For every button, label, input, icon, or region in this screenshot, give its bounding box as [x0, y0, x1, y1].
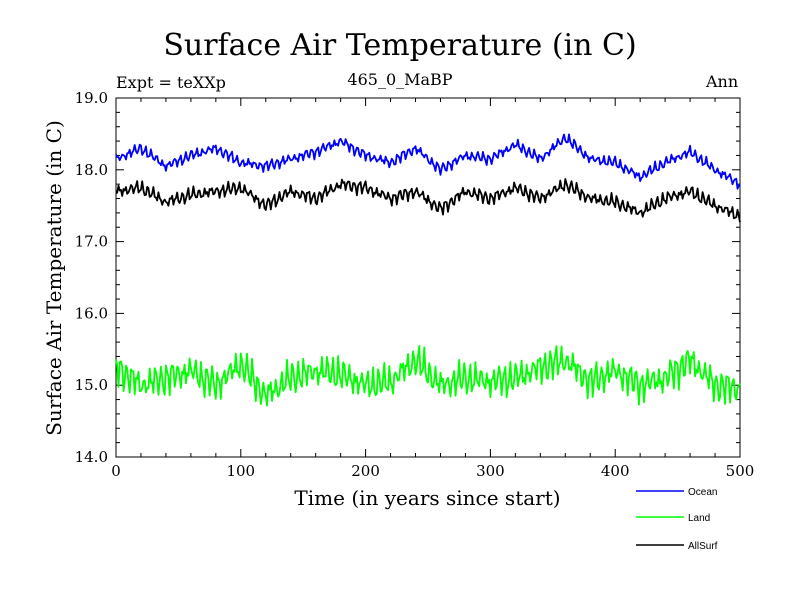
series-line-land — [115, 345, 741, 407]
x-tick-label: 300 — [476, 462, 505, 480]
legend-label-land: Land — [688, 513, 710, 524]
axes: 0 100 200 300 400 500 14.0 15.0 16.0 17.0 18.0 19.0 — [75, 89, 755, 480]
legend-label-allsurf: AllSurf — [688, 541, 718, 552]
y-tick-label: 16.0 — [75, 304, 108, 322]
y-tick-label: 17.0 — [75, 233, 108, 251]
y-tick-label: 15.0 — [75, 376, 108, 394]
x-tick-label: 100 — [226, 462, 255, 480]
y-axis-label: Surface Air Temperature (in C) — [42, 120, 66, 436]
y-tick-label: 14.0 — [75, 448, 108, 466]
y-tick-label: 18.0 — [75, 161, 108, 179]
season-label: Ann — [706, 72, 739, 91]
series-line-allsurf — [115, 178, 741, 223]
legend: Ocean Land AllSurf — [636, 487, 718, 552]
y-tick-label: 19.0 — [75, 89, 108, 107]
x-axis-label: Time (in years since start) — [294, 486, 561, 510]
legend-label-ocean: Ocean — [688, 487, 717, 498]
x-tick-label: 400 — [601, 462, 630, 480]
chart-subtitle: 465_0_MaBP — [347, 70, 453, 89]
plot-frame — [115, 97, 741, 458]
chart-title: Surface Air Temperature (in C) — [163, 28, 637, 63]
series-layer — [115, 133, 741, 407]
x-tick-label: 500 — [726, 462, 755, 480]
experiment-label: Expt = teXXp — [116, 73, 226, 92]
x-tick-label: 0 — [111, 462, 121, 480]
series-line-ocean — [115, 133, 741, 190]
x-tick-label: 200 — [351, 462, 380, 480]
